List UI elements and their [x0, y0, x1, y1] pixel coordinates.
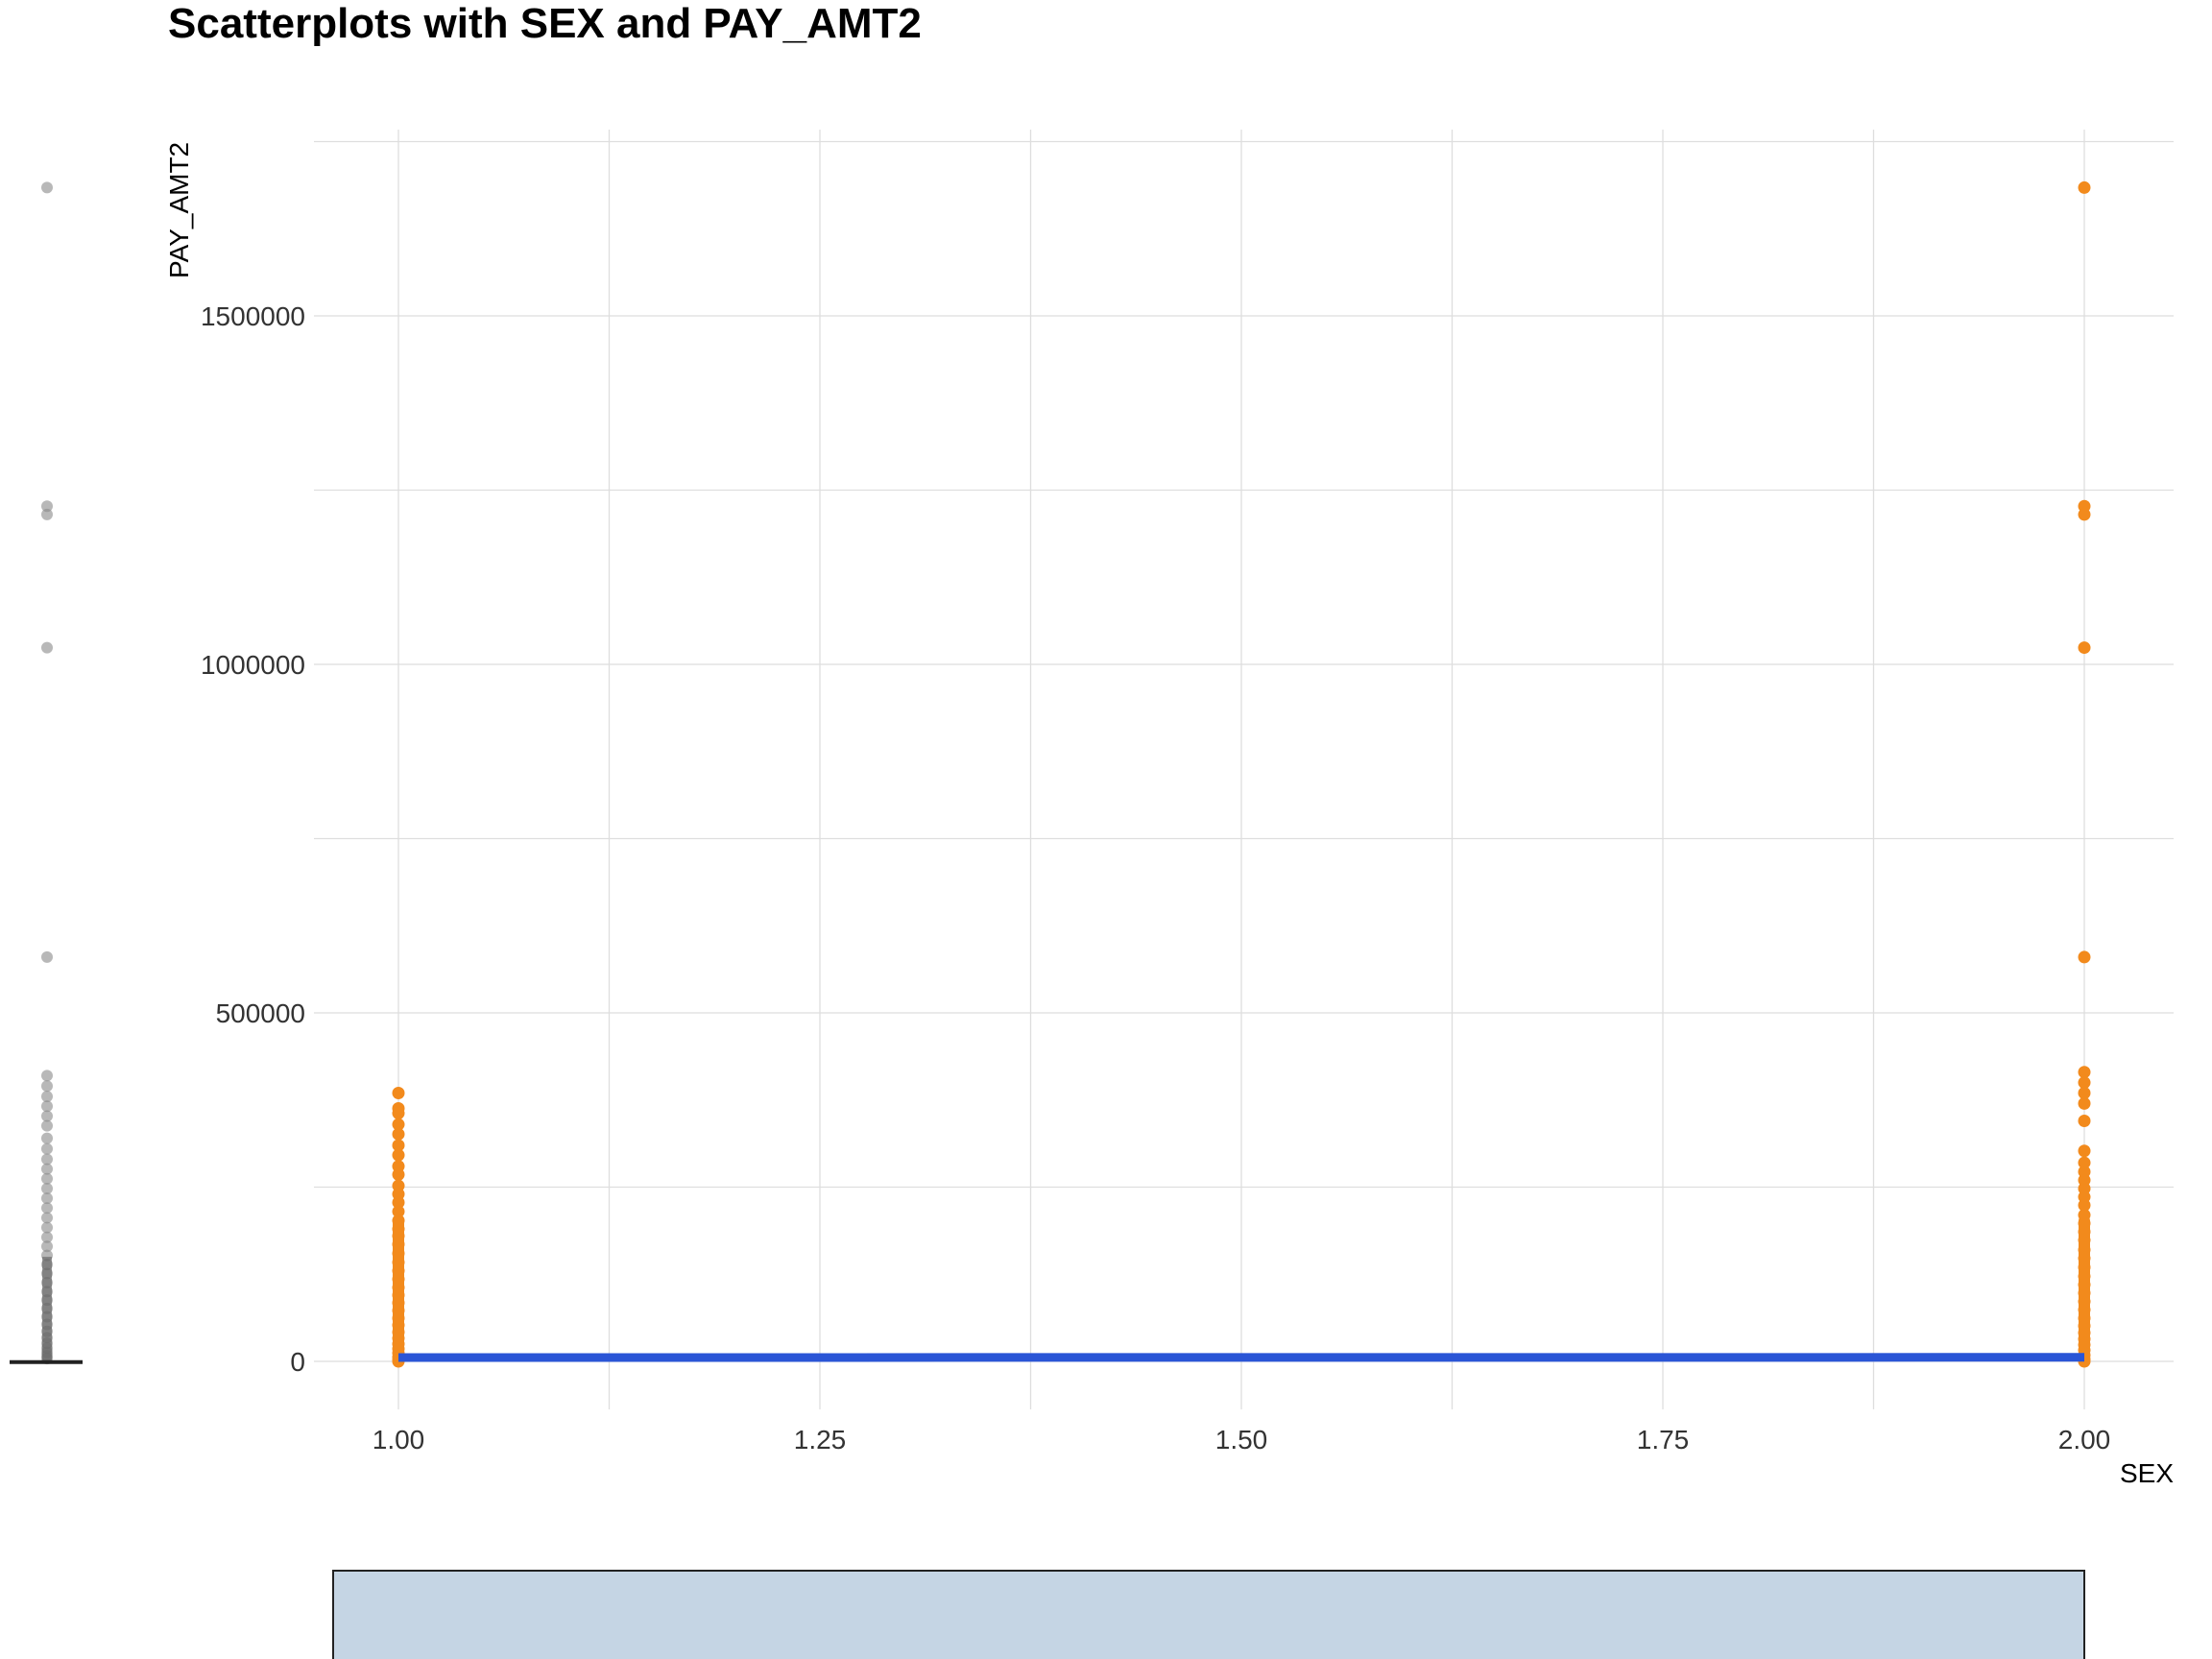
boxplot-outlier — [41, 1172, 53, 1185]
scatter-point — [392, 1205, 405, 1218]
boxplot-outlier — [41, 1212, 53, 1224]
marginal-histogram — [332, 1570, 2085, 1659]
boxplot-outlier — [41, 500, 53, 513]
boxplot-outlier — [41, 181, 53, 194]
x-tick-label: 1.50 — [1215, 1425, 1268, 1455]
boxplot-outlier — [41, 1231, 53, 1243]
scatter-point — [392, 1127, 405, 1141]
scatter-point — [2078, 508, 2091, 521]
x-tick-label: 1.00 — [373, 1425, 425, 1455]
boxplot-outlier — [41, 1182, 53, 1194]
scatter-point — [2078, 641, 2091, 655]
x-axis-ticks: 1.00 1.25 1.50 1.75 2.00 — [373, 1425, 2111, 1455]
scatter-point — [2078, 1144, 2091, 1158]
scatter-point — [2078, 1198, 2091, 1212]
scatter-point — [2078, 1096, 2091, 1110]
grid-lines — [314, 130, 2174, 1409]
scatter-point — [392, 1107, 405, 1120]
marginal-boxplot — [10, 181, 83, 1365]
scatter-point — [2078, 1115, 2091, 1128]
scatter-point-cluster — [393, 1214, 404, 1365]
scatter-point — [2078, 1076, 2091, 1090]
boxplot-outlier — [41, 1100, 53, 1113]
boxplot-outlier — [41, 1240, 53, 1253]
histogram-bar — [332, 1570, 2085, 1659]
boxplot-outlier — [41, 641, 53, 654]
scatter-point — [392, 1118, 405, 1131]
boxplot-outlier — [41, 1080, 53, 1093]
scatter-point — [2078, 180, 2091, 194]
boxplot-outlier — [41, 1221, 53, 1234]
scatter-point — [392, 1086, 405, 1099]
boxplot-outlier — [41, 1070, 53, 1082]
x-tick-label: 2.00 — [2058, 1425, 2111, 1455]
scatter-point — [2078, 1066, 2091, 1079]
scatter-point — [2078, 1156, 2091, 1169]
y-tick-label: 0 — [290, 1347, 305, 1377]
boxplot-outlier — [41, 1091, 53, 1103]
scatter-point — [392, 1167, 405, 1181]
x-tick-label: 1.25 — [794, 1425, 847, 1455]
boxplot-outlier — [41, 1142, 53, 1155]
scatter-point — [392, 1195, 405, 1209]
y-tick-label: 1500000 — [201, 301, 305, 331]
boxplot-outlier — [41, 1119, 53, 1132]
boxplot-outlier — [41, 1153, 53, 1166]
scatter-point — [2078, 1086, 2091, 1099]
chart-title: Scatterplots with SEX and PAY_AMT2 — [168, 0, 922, 47]
scatter-point — [392, 1139, 405, 1152]
boxplot-outlier — [41, 508, 53, 520]
boxplot-outlier — [41, 1163, 53, 1175]
boxplot-outlier — [41, 1132, 53, 1144]
scatter-point — [2078, 950, 2091, 964]
boxplot-dense-outliers — [42, 1257, 52, 1361]
y-tick-label: 500000 — [216, 998, 305, 1028]
boxplot-outlier — [41, 950, 53, 963]
x-tick-label: 1.75 — [1637, 1425, 1690, 1455]
boxplot-outlier — [41, 1192, 53, 1205]
scatter-point-cluster — [2079, 1214, 2090, 1365]
y-axis-ticks: 0 500000 1000000 1500000 — [201, 301, 305, 1377]
y-axis-title: PAY_AMT2 — [164, 142, 194, 278]
boxplot-outlier — [41, 1110, 53, 1122]
x-axis-title: SEX — [2120, 1458, 2174, 1488]
boxplot-outlier — [41, 1202, 53, 1214]
y-tick-label: 1000000 — [201, 650, 305, 680]
scatter-point — [392, 1148, 405, 1162]
